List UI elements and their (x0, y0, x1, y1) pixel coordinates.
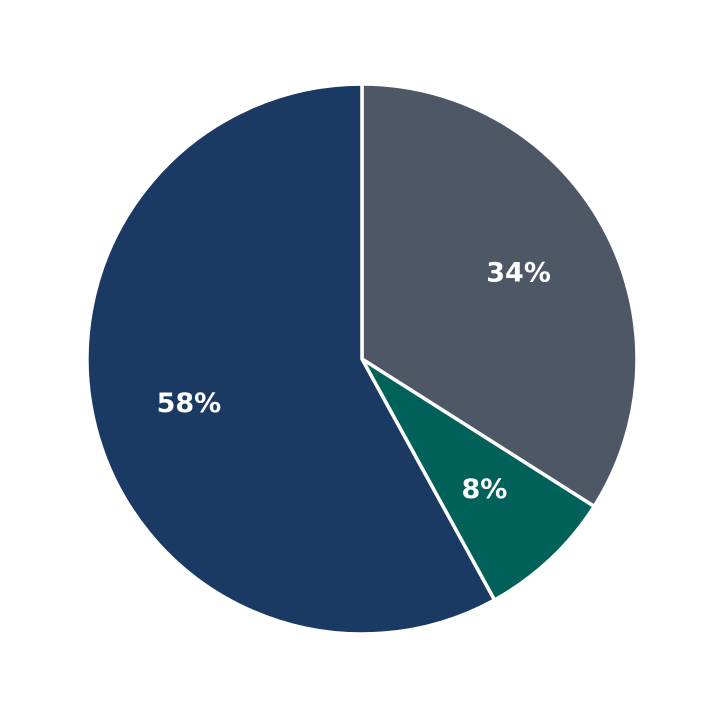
pie-slice-teal-slice (360, 357, 596, 602)
pie-labels-group: 34% 8% 58% (157, 257, 551, 504)
pie-slice-navy-slice (85, 82, 497, 636)
pie-slice-label-gray-slice: 34% (486, 257, 551, 288)
pie-slice-label-teal-slice: 8% (461, 474, 507, 505)
pie-slice-label-navy-slice: 58% (157, 388, 222, 419)
pie-slices-group (85, 82, 639, 636)
